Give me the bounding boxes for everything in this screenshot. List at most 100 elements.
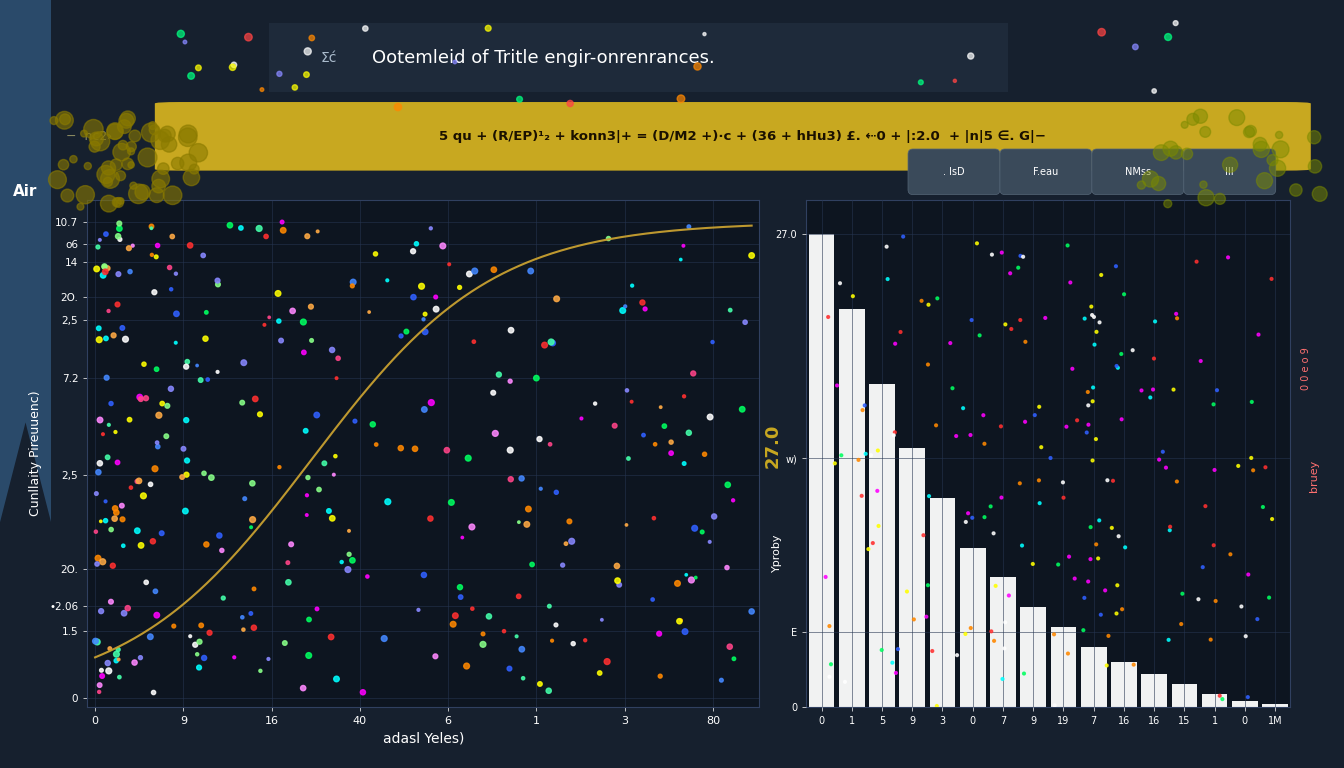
Point (546, 619, 567, 631)
Point (918, 490, 939, 502)
Point (1163, 383, 1184, 396)
Point (1028, 474, 1050, 486)
Point (980, 500, 1001, 512)
Point (176, 414, 198, 426)
Point (190, 374, 211, 386)
Point (87, 241, 109, 253)
Point (1160, 521, 1181, 533)
Point (411, 280, 433, 293)
Point (109, 671, 130, 684)
Point (458, 268, 480, 280)
Point (1203, 398, 1224, 410)
Point (512, 672, 534, 684)
Point (297, 45, 319, 58)
Point (1124, 658, 1145, 670)
Point (597, 655, 618, 667)
Point (284, 81, 305, 94)
Point (461, 603, 482, 615)
Bar (991, 578, 1016, 707)
Point (683, 367, 704, 379)
Bar (870, 383, 895, 707)
Point (250, 664, 271, 677)
Point (478, 611, 500, 623)
Bar (1141, 674, 1167, 707)
Point (435, 444, 457, 456)
Point (1254, 174, 1275, 187)
Point (699, 411, 720, 423)
Point (161, 189, 183, 201)
Point (1030, 497, 1051, 509)
Point (406, 237, 427, 250)
Point (853, 399, 875, 412)
Point (136, 392, 157, 405)
Bar (1262, 704, 1288, 707)
Point (1159, 524, 1180, 536)
Point (1250, 138, 1271, 151)
Point (559, 98, 581, 110)
Point (644, 512, 665, 525)
Point (241, 607, 262, 620)
Point (140, 631, 161, 643)
Bar (1081, 647, 1106, 707)
Point (207, 274, 228, 286)
Point (867, 485, 888, 497)
Point (603, 419, 625, 432)
Point (827, 379, 848, 392)
Point (1086, 538, 1107, 551)
Point (616, 519, 637, 531)
Point (1241, 396, 1262, 408)
Point (1173, 119, 1195, 131)
Point (306, 603, 328, 615)
Point (1040, 452, 1062, 464)
Point (74, 127, 95, 140)
Point (208, 529, 230, 541)
Point (634, 303, 656, 315)
Point (101, 397, 122, 409)
Point (960, 429, 981, 441)
Point (1210, 193, 1231, 205)
Point (89, 233, 110, 246)
Point (1058, 647, 1079, 660)
Point (87, 552, 109, 564)
Point (270, 334, 292, 346)
Point (1262, 154, 1284, 166)
Point (1052, 476, 1074, 488)
Point (89, 333, 110, 346)
Point (128, 475, 149, 487)
Point (159, 138, 180, 151)
Point (83, 123, 105, 135)
Point (403, 291, 425, 303)
Point (86, 636, 108, 648)
Point (231, 611, 253, 624)
Point (669, 615, 691, 627)
Point (421, 396, 442, 409)
Point (140, 478, 161, 491)
Point (1235, 630, 1257, 642)
Point (1270, 143, 1292, 155)
Point (1241, 452, 1262, 464)
Point (293, 682, 314, 694)
Bar (1172, 684, 1198, 707)
Point (112, 499, 133, 511)
Point (896, 585, 918, 598)
Point (482, 263, 504, 276)
Point (1043, 628, 1064, 641)
Point (926, 700, 948, 712)
Point (1253, 501, 1274, 513)
Point (120, 266, 141, 278)
Point (118, 242, 140, 254)
Point (419, 512, 441, 525)
Point (90, 515, 112, 528)
Point (442, 618, 464, 631)
Point (995, 616, 1016, 628)
Point (1087, 552, 1109, 564)
Point (716, 478, 738, 491)
Point (817, 311, 839, 323)
Point (1206, 384, 1227, 396)
Point (267, 287, 289, 300)
Point (153, 163, 175, 175)
Point (320, 631, 341, 643)
Point (562, 637, 583, 650)
Point (95, 372, 117, 384)
Point (86, 263, 108, 275)
